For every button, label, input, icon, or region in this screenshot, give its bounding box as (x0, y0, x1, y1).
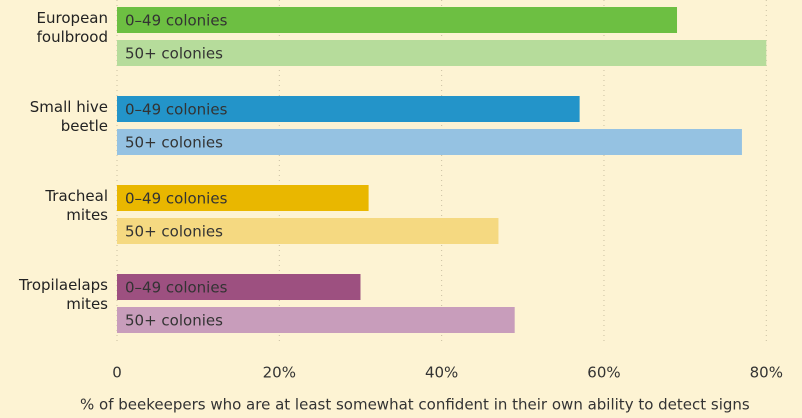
bar-label: 50+ colonies (125, 45, 223, 63)
bar-label: 0–49 colonies (125, 101, 228, 119)
bar (117, 96, 580, 122)
category-label: Tropilaelaps mites (19, 276, 108, 313)
x-tick-label: 80% (750, 364, 783, 382)
bar (117, 274, 361, 300)
category-label: Tracheal mites (45, 187, 108, 224)
bar-label: 50+ colonies (125, 312, 223, 330)
bar (117, 218, 499, 244)
bar-label: 0–49 colonies (125, 190, 228, 208)
bar (117, 185, 369, 211)
x-tick-label: 0 (112, 364, 122, 382)
bar (117, 307, 515, 333)
x-tick-label: 60% (587, 364, 620, 382)
bar (117, 7, 678, 33)
category-label: Small hive beetle (29, 98, 108, 135)
category-label: European foulbrood (36, 9, 108, 46)
bar (117, 40, 767, 66)
bar-label: 0–49 colonies (125, 279, 228, 297)
bar-label: 50+ colonies (125, 134, 223, 152)
x-axis-label: % of beekeepers who are at least somewha… (80, 396, 750, 414)
bar (117, 129, 742, 155)
bar-label: 50+ colonies (125, 223, 223, 241)
x-tick-label: 40% (425, 364, 458, 382)
bar-label: 0–49 colonies (125, 12, 228, 30)
x-tick-label: 20% (263, 364, 296, 382)
